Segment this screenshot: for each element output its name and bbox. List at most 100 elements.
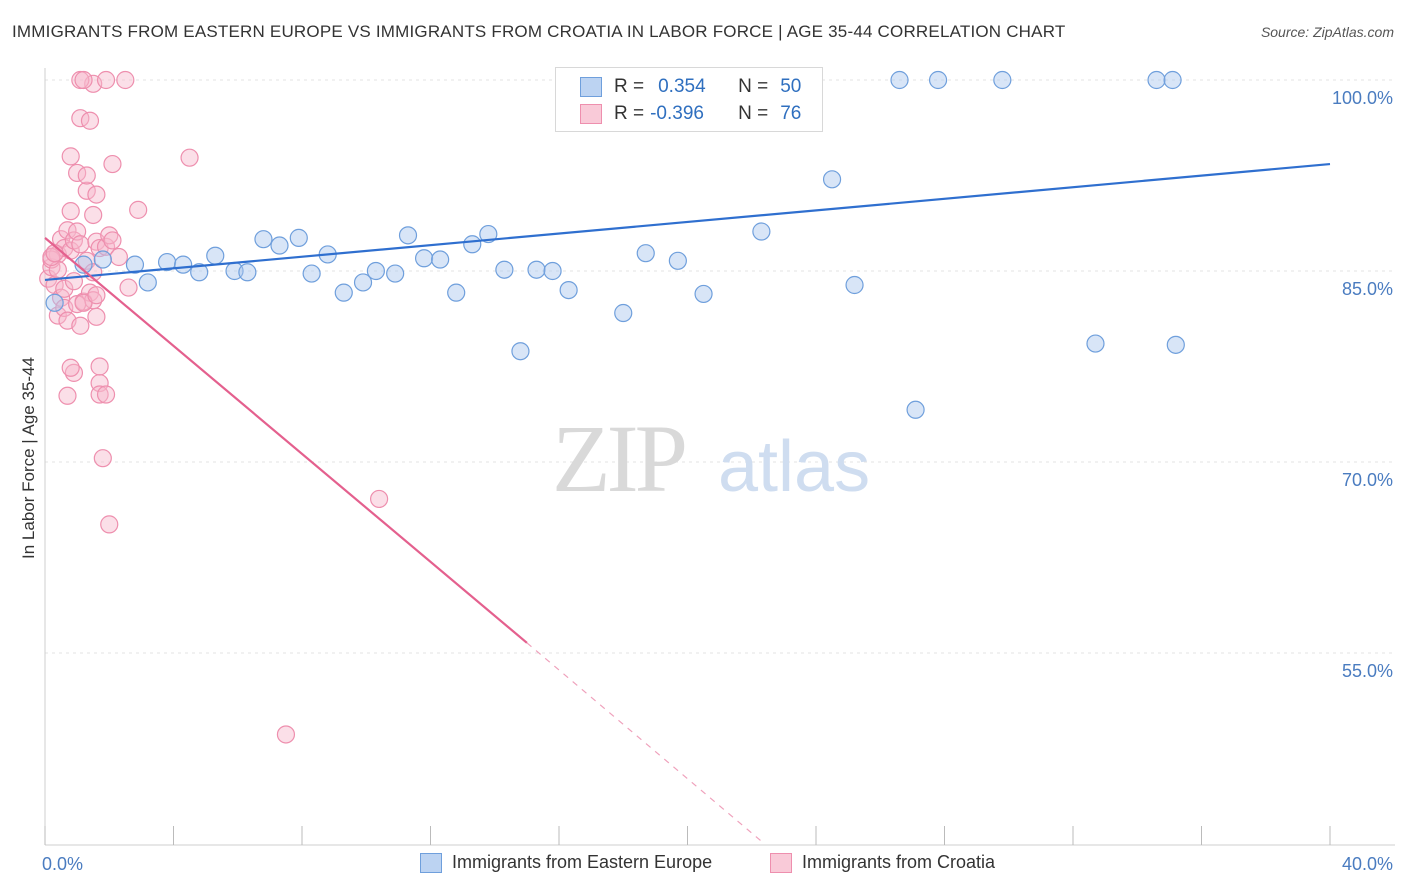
eastern-europe-point [890,70,909,90]
grid-lines [45,79,1395,654]
y-tick-label: 100.0% [1332,88,1393,108]
croatia-trend-extension [526,642,765,845]
eastern-europe-point [353,273,373,292]
eastern-europe-point [302,264,321,283]
bottom-swatch-pink [770,852,792,873]
eastern-europe-point [993,70,1012,90]
croatia-point [370,489,389,509]
y-axis-label: In Labor Force | Age 35-44 [19,357,38,559]
legend-r-label: R = [614,103,645,124]
bottom-swatch-blue [420,852,442,873]
x-tick-label: 0.0% [42,854,83,874]
croatia-point [93,449,112,468]
eastern-europe-point [614,303,633,323]
croatia-trend-line [44,237,528,644]
eastern-europe-point [174,255,193,274]
croatia-point [109,247,128,267]
legend-swatch-pink [580,104,602,124]
legend-n-value: 50 [780,76,802,97]
eastern-europe-point [463,235,482,254]
eastern-europe-point [479,224,498,244]
eastern-europe-point [206,246,225,265]
croatia-point [180,148,199,167]
eastern-europe-point [254,230,273,249]
croatia-point [64,363,84,382]
croatia-point [96,385,116,404]
eastern-europe-point [559,280,578,300]
eastern-europe-point [386,264,405,283]
croatia-point [90,385,109,404]
croatia-point [71,235,90,254]
legend-row-eastern-europe: R = 0.354 N = 50 [580,74,801,100]
croatia-point [58,386,77,405]
eastern-europe-point [93,250,112,269]
legend-swatch-blue [580,77,602,97]
croatia-point [80,111,100,130]
croatia-point [74,70,93,90]
watermark-zip: ZIP [552,405,685,512]
y-tick-label: 55.0% [1342,661,1393,681]
croatia-point [87,185,106,204]
eastern-europe-point [668,251,687,270]
eastern-europe-point [74,255,93,274]
croatia-point [61,358,80,377]
eastern-europe-point [1163,70,1182,90]
source-credit: Source: ZipAtlas.com [1260,24,1394,40]
croatia-point [87,307,106,326]
legend-r-value: -0.396 [650,103,704,124]
stats-legend: R = 0.354 N = 50 R = -0.396 N = 76 [555,67,823,132]
bottom-legend-label: Immigrants from Eastern Europe [452,852,713,872]
croatia-point [68,295,87,314]
eastern-europe-point [694,284,713,304]
eastern-europe-point [431,250,450,269]
croatia-point [119,278,138,297]
eastern-europe-point [125,255,145,274]
eastern-europe-point [45,293,64,312]
croatia-point [64,272,84,291]
eastern-europe-point [334,283,353,302]
eastern-europe-point [1166,335,1185,354]
croatia-point [87,286,106,305]
croatia-point [71,316,90,335]
eastern-europe-point [270,236,289,255]
croatia-point [116,70,135,90]
croatia-point [96,70,116,90]
axes [44,68,1395,846]
croatia-point [77,166,96,185]
bottom-legend-eastern-europe: Immigrants from Eastern Europe [420,852,712,873]
eastern-europe-point [845,275,864,295]
legend-n-label: N = [738,76,769,97]
legend-row-croatia: R = -0.396 N = 76 [580,101,801,127]
eastern-europe-point [543,261,562,281]
eastern-europe-point [366,261,385,281]
eastern-europe-point [511,342,530,361]
croatia-point [58,221,77,240]
croatia-point [103,154,122,174]
eastern-europe-point [822,170,842,189]
legend-r-label: R = [614,76,645,97]
eastern-europe-point [636,244,655,263]
eastern-europe-point [928,70,948,90]
watermark: ZIP atlas [552,405,870,512]
eastern-europe-point [752,222,771,241]
croatia-point [276,725,296,744]
croatia-point [55,279,74,298]
croatia-point [103,231,122,250]
eastern-europe-point [138,273,157,292]
croatia-point [100,515,119,534]
legend-r-value: 0.354 [658,76,706,97]
eastern-europe-point [398,226,418,245]
croatia-point [61,147,80,166]
trend-lines [44,162,1331,845]
croatia-point [61,202,80,221]
croatia-point [100,226,119,245]
eastern-europe-points [45,70,1185,419]
eastern-europe-point [414,249,434,268]
eastern-europe-trend-line [44,162,1331,282]
eastern-europe-point [906,400,925,419]
watermark-atlas: atlas [718,427,870,507]
chart-title: IMMIGRANTS FROM EASTERN EUROPE VS IMMIGR… [12,22,1066,41]
eastern-europe-point [190,263,209,282]
legend-n-label: N = [738,103,769,124]
